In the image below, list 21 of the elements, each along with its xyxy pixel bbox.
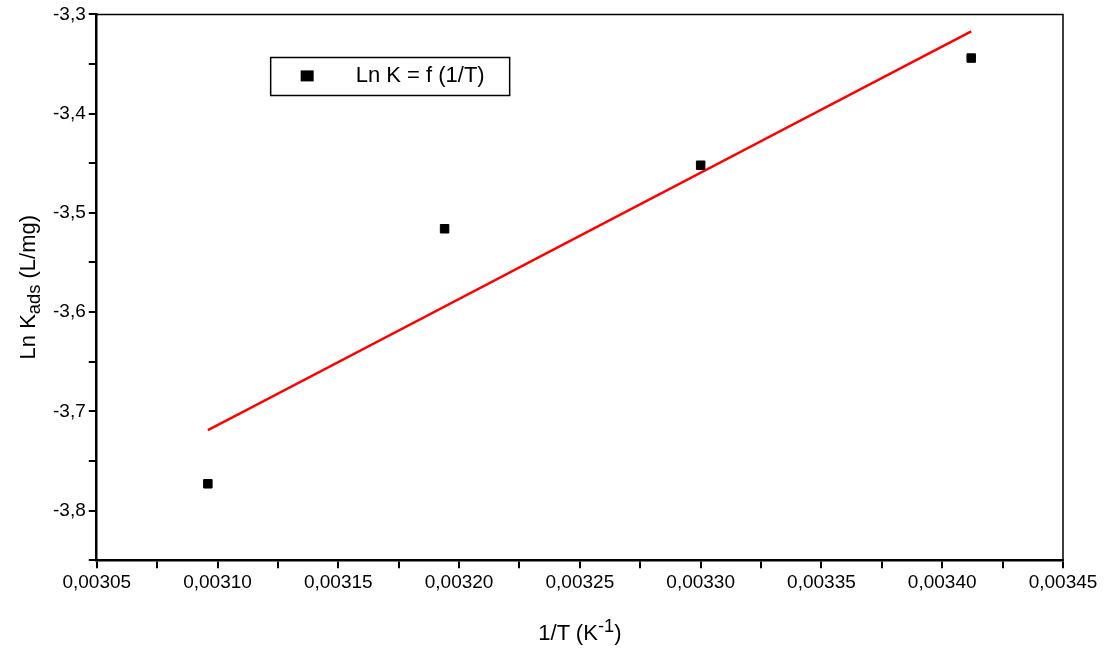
y-tick-label: -3,7 [52, 399, 86, 421]
x-tick-label: 0,00315 [303, 570, 373, 592]
x-tick-label: 0,00310 [183, 570, 252, 592]
x-tick-label: 0,00345 [1028, 570, 1098, 592]
point [203, 479, 213, 489]
point [439, 224, 450, 234]
x-axis-title: 1/T (K$^{-1}$) [538, 615, 622, 647]
y-tick-label: -3,4 [52, 101, 87, 123]
x-tick-label: 0,00325 [545, 570, 615, 592]
x-tick-label: 0,00340 [907, 570, 977, 592]
y-tick-label: -3,5 [52, 201, 86, 223]
y-tick-label: -3,8 [52, 498, 86, 520]
point [966, 53, 976, 63]
x-tick-label: 0,00305 [62, 570, 132, 592]
y-tick-label: -3,6 [52, 300, 86, 322]
point [695, 160, 706, 170]
legend-label: Ln K = f (1/T) [355, 62, 485, 88]
x-tick-label: 0,00320 [424, 570, 494, 592]
y-tick-label: -3,3 [52, 2, 86, 24]
x-tick-label: 0,00335 [787, 570, 856, 592]
x-tick-label: 0,00330 [666, 570, 735, 592]
